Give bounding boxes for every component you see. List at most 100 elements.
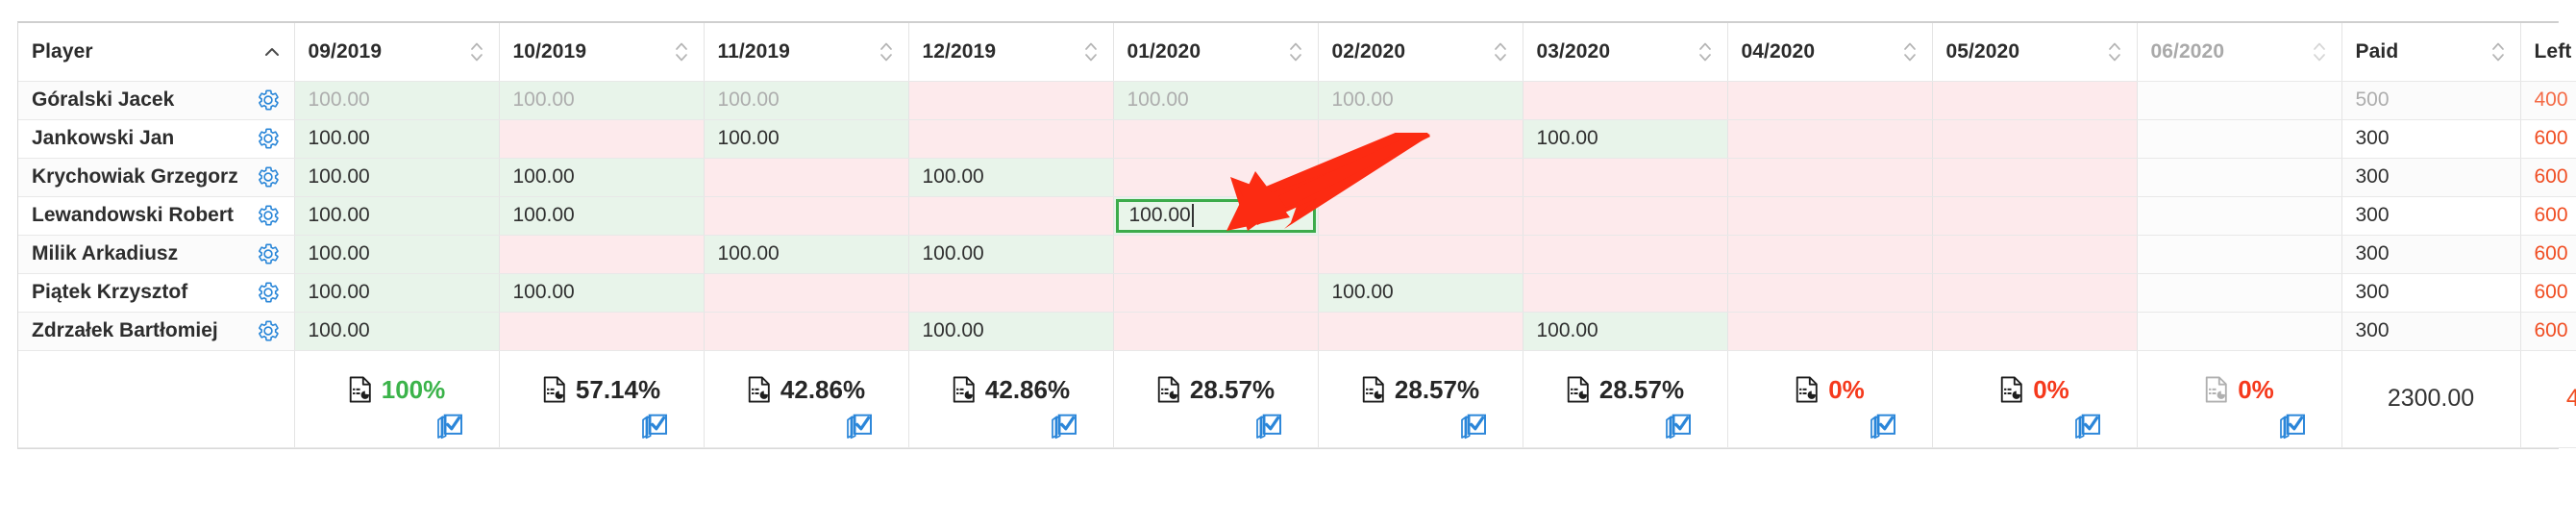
amount-cell[interactable] [2137,119,2342,159]
amount-cell[interactable] [1727,273,1933,313]
amount-cell[interactable] [908,196,1114,236]
amount-cell[interactable] [2137,235,2342,274]
column-header-m09_2019[interactable]: 09/2019 [294,23,500,82]
amount-cell[interactable] [499,119,705,159]
amount-cell[interactable]: 100.00 [294,235,500,274]
amount-cell[interactable] [1727,312,1933,351]
sort-toggle-icon[interactable] [878,38,895,65]
amount-cell[interactable]: 100.00 [1318,81,1523,120]
amount-cell[interactable] [2137,273,2342,313]
amount-cell[interactable]: 100.00 [499,273,705,313]
amount-cell[interactable]: 100.00 [499,81,705,120]
column-header-m03_2020[interactable]: 03/2020 [1523,23,1728,82]
report-icon[interactable] [2204,376,2229,403]
sort-toggle-icon[interactable] [1697,38,1714,65]
report-icon[interactable] [1999,376,2024,403]
amount-cell[interactable]: 100.00 [294,196,500,236]
amount-cell[interactable]: 100.00 [908,312,1114,351]
amount-cell[interactable] [1727,119,1933,159]
amount-cell[interactable]: 100.00 [499,158,705,197]
column-header-player[interactable]: Player [18,23,295,82]
amount-cell[interactable] [1727,196,1933,236]
check-stack-icon[interactable] [1869,412,1897,441]
sort-toggle-icon[interactable] [1492,38,1509,65]
amount-cell[interactable]: 100.00 [1523,119,1728,159]
amount-cell[interactable] [1113,235,1319,274]
amount-cell[interactable]: 100.00 [1113,81,1319,120]
check-stack-icon[interactable] [2278,412,2307,441]
amount-cell[interactable] [704,273,909,313]
amount-cell[interactable] [1523,196,1728,236]
gear-icon[interactable] [256,203,281,228]
amount-cell[interactable] [908,119,1114,159]
amount-cell[interactable]: 100.00 [499,196,705,236]
column-header-m12_2019[interactable]: 12/2019 [908,23,1114,82]
amount-cell[interactable] [499,312,705,351]
report-icon[interactable] [1566,376,1591,403]
sort-toggle-icon[interactable] [2106,38,2123,65]
amount-cell[interactable] [908,273,1114,313]
report-icon[interactable] [1361,376,1386,403]
sort-toggle-icon[interactable] [468,38,485,65]
amount-cell[interactable]: 100.00 [294,81,500,120]
amount-cell[interactable] [1113,119,1319,159]
sort-toggle-icon[interactable] [673,38,690,65]
amount-cell[interactable] [1932,235,2138,274]
report-icon[interactable] [1156,376,1181,403]
amount-cell[interactable] [1113,312,1319,351]
column-header-m11_2019[interactable]: 11/2019 [704,23,909,82]
report-icon[interactable] [348,376,373,403]
gear-icon[interactable] [256,280,281,305]
amount-cell[interactable]: 100.00 [294,273,500,313]
sort-toggle-icon[interactable] [1901,38,1919,65]
amount-cell[interactable] [1523,81,1728,120]
amount-cell[interactable] [2137,196,2342,236]
check-stack-icon[interactable] [2073,412,2102,441]
check-stack-icon[interactable] [1254,412,1283,441]
sort-toggle-icon[interactable] [1287,38,1304,65]
amount-cell[interactable] [1932,273,2138,313]
column-header-m04_2020[interactable]: 04/2020 [1727,23,1933,82]
amount-cell[interactable] [2137,312,2342,351]
sort-toggle-icon[interactable] [2489,38,2507,65]
amount-cell[interactable]: 100.00 [908,235,1114,274]
gear-icon[interactable] [256,88,281,113]
report-icon[interactable] [542,376,567,403]
report-icon[interactable] [1795,376,1820,403]
amount-cell[interactable]: 100.00 [908,158,1114,197]
amount-cell[interactable]: 100.00 [294,312,500,351]
amount-cell[interactable] [1318,119,1523,159]
gear-icon[interactable] [256,318,281,343]
column-header-m05_2020[interactable]: 05/2020 [1932,23,2138,82]
amount-cell[interactable] [1523,235,1728,274]
amount-cell[interactable] [1318,235,1523,274]
amount-cell[interactable] [1523,273,1728,313]
report-icon[interactable] [747,376,772,403]
amount-cell[interactable] [1932,158,2138,197]
amount-cell[interactable]: 100.00 [704,235,909,274]
amount-cell[interactable] [1727,235,1933,274]
check-stack-icon[interactable] [845,412,874,441]
amount-cell[interactable] [1932,119,2138,159]
amount-cell[interactable] [1113,273,1319,313]
amount-cell[interactable] [499,235,705,274]
amount-cell[interactable] [1932,81,2138,120]
check-stack-icon[interactable] [1459,412,1488,441]
amount-cell[interactable] [704,158,909,197]
amount-cell[interactable] [1523,158,1728,197]
column-header-m10_2019[interactable]: 10/2019 [499,23,705,82]
gear-icon[interactable] [256,164,281,189]
amount-cell[interactable] [1318,158,1523,197]
amount-cell[interactable]: 100.00 [704,81,909,120]
amount-cell[interactable] [1727,158,1933,197]
sort-toggle-icon[interactable] [1082,38,1100,65]
report-icon[interactable] [952,376,977,403]
amount-cell[interactable] [1932,312,2138,351]
amount-cell[interactable]: 100.00 [294,158,500,197]
column-header-left[interactable]: Left [2520,23,2576,82]
check-stack-icon[interactable] [1050,412,1078,441]
amount-cell[interactable] [1932,196,2138,236]
check-stack-icon[interactable] [640,412,669,441]
amount-cell[interactable] [704,312,909,351]
column-header-m02_2020[interactable]: 02/2020 [1318,23,1523,82]
